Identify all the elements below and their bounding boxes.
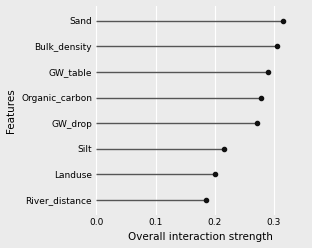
Y-axis label: Features: Features — [6, 88, 16, 133]
X-axis label: Overall interaction strength: Overall interaction strength — [128, 232, 272, 243]
